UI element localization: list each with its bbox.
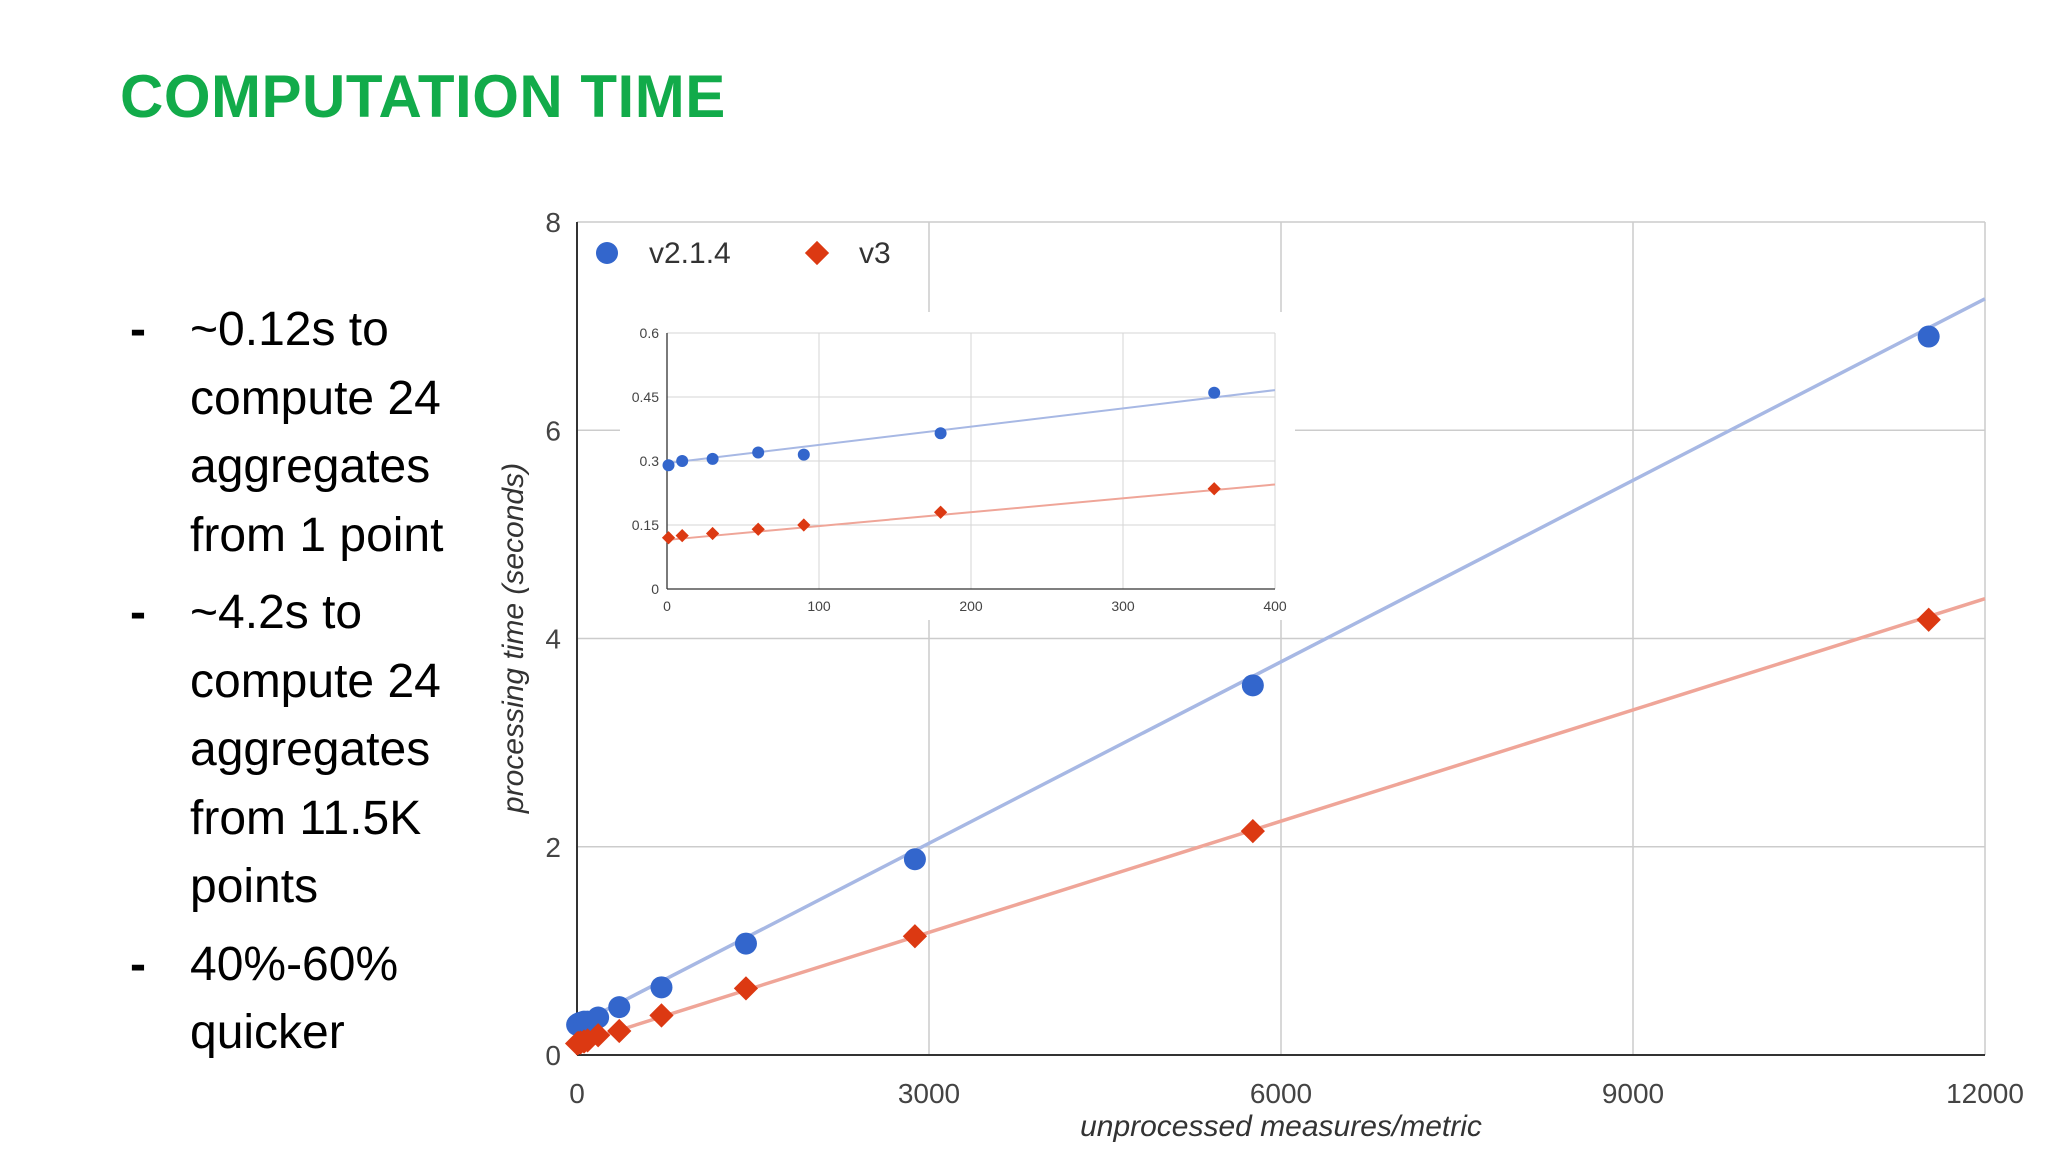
- x-tick-label: 0: [569, 1078, 585, 1109]
- data-point: [661, 531, 676, 545]
- bullet-item: - 40%-60% quicker: [130, 931, 500, 1068]
- inset-x-tick-label: 100: [807, 598, 831, 614]
- bullet-text: ~4.2s to compute 24 aggregates from 11.5…: [190, 586, 441, 913]
- inset-y-tick-label: 0.15: [632, 517, 659, 533]
- y-tick-label: 4: [545, 624, 561, 655]
- data-point: [1916, 607, 1941, 632]
- data-point: [585, 1023, 611, 1048]
- data-point: [1208, 386, 1221, 399]
- y-tick-label: 0: [545, 1040, 561, 1071]
- data-point: [751, 522, 765, 536]
- inset-x-tick-label: 0: [663, 598, 671, 614]
- data-point: [675, 529, 689, 543]
- data-point: [1241, 674, 1264, 697]
- data-point: [1207, 482, 1221, 496]
- y-axis-title: processing time (seconds): [497, 463, 530, 814]
- data-point: [608, 996, 631, 1019]
- inset-y-tick-label: 0.6: [640, 325, 660, 341]
- data-point: [676, 455, 689, 467]
- trendline: [576, 297, 1986, 1027]
- y-tick-label: 8: [545, 207, 561, 238]
- bullet-text: ~0.12s to compute 24 aggregates from 1 p…: [190, 303, 444, 562]
- data-point: [649, 1003, 674, 1028]
- bullet-item: - ~0.12s to compute 24 aggregates from 1…: [130, 296, 500, 570]
- data-point: [705, 526, 720, 541]
- inset-background: [620, 312, 1295, 620]
- inset-trendline: [666, 389, 1276, 465]
- trendline: [576, 597, 1986, 1046]
- inset-y-tick-label: 0.45: [632, 389, 659, 405]
- inset-y-tick-label: 0.3: [640, 453, 660, 469]
- data-point: [804, 240, 830, 266]
- legend: v2.1.4 v3: [596, 237, 891, 270]
- y-tick-label: 6: [545, 415, 561, 446]
- data-point: [933, 505, 948, 519]
- inset-x-tick-label: 300: [1111, 598, 1135, 614]
- slide-title: COMPUTATION TIME: [120, 63, 726, 130]
- legend-label: v3: [859, 237, 891, 270]
- data-point: [903, 848, 926, 871]
- data-point: [734, 932, 757, 955]
- legend-label: v2.1.4: [649, 237, 731, 270]
- bullet-marker: -: [130, 586, 146, 639]
- data-point: [662, 459, 675, 472]
- data-point: [934, 427, 947, 440]
- x-tick-label: 3000: [898, 1078, 960, 1109]
- data-point: [607, 1018, 632, 1044]
- bullet-marker: -: [130, 937, 146, 991]
- data-point: [752, 446, 765, 459]
- x-axis-title: unprocessed measures/metric: [1080, 1110, 1482, 1143]
- inset-y-tick-label: 0: [651, 581, 659, 597]
- data-point: [1240, 818, 1265, 844]
- x-tick-label: 6000: [1250, 1078, 1312, 1109]
- data-point: [733, 976, 759, 1001]
- data-point: [902, 924, 928, 949]
- data-point: [797, 518, 811, 532]
- inset-x-tick-label: 400: [1263, 598, 1287, 614]
- bullet-text: 40%-60% quicker: [190, 937, 399, 1060]
- data-point: [706, 452, 719, 465]
- bullet-list: - ~0.12s to compute 24 aggregates from 1…: [130, 296, 500, 1077]
- data-point: [1917, 325, 1940, 348]
- data-point: [587, 1006, 610, 1029]
- x-tick-label: 9000: [1602, 1078, 1664, 1109]
- inset-trendline: [666, 483, 1276, 541]
- data-point: [650, 976, 673, 999]
- inset-plot: 0 0.15 0.3 0.45 0.6 0 100 200 300 400: [620, 312, 1295, 620]
- y-tick-label: 2: [545, 832, 561, 863]
- data-point: [797, 448, 810, 461]
- bullet-item: - ~4.2s to compute 24 aggregates from 11…: [130, 579, 500, 922]
- data-point: [596, 242, 618, 264]
- x-tick-label: 12000: [1946, 1078, 2024, 1109]
- bullet-marker: -: [130, 303, 146, 356]
- inset-x-tick-label: 200: [959, 598, 983, 614]
